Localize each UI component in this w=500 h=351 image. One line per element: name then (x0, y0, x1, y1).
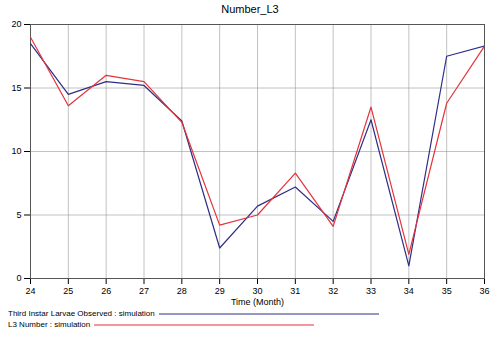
svg-text:20: 20 (11, 19, 21, 29)
svg-text:15: 15 (11, 83, 21, 93)
svg-text:31: 31 (290, 286, 300, 296)
svg-text:30: 30 (252, 286, 262, 296)
svg-text:10: 10 (11, 146, 21, 156)
svg-text:34: 34 (404, 286, 414, 296)
svg-text:32: 32 (328, 286, 338, 296)
svg-text:5: 5 (16, 210, 21, 220)
svg-text:27: 27 (139, 286, 149, 296)
svg-text:28: 28 (177, 286, 187, 296)
html-text:L3 Number : simulation: L3 Number : simulation (8, 320, 91, 329)
svg-text:36: 36 (479, 286, 489, 296)
svg-text:25: 25 (63, 286, 73, 296)
svg-text:33: 33 (366, 286, 376, 296)
svg-text:Time (Month): Time (Month) (231, 297, 284, 307)
html-text:Number_L3: Number_L3 (221, 3, 279, 15)
svg-text:29: 29 (215, 286, 225, 296)
svg-text:26: 26 (101, 286, 111, 296)
svg-text:0: 0 (16, 273, 21, 283)
html-text:Third Instar Larvae Observed :: Third Instar Larvae Observed : simulatio… (8, 309, 155, 318)
svg-text:24: 24 (25, 286, 35, 296)
svg-text:35: 35 (442, 286, 452, 296)
